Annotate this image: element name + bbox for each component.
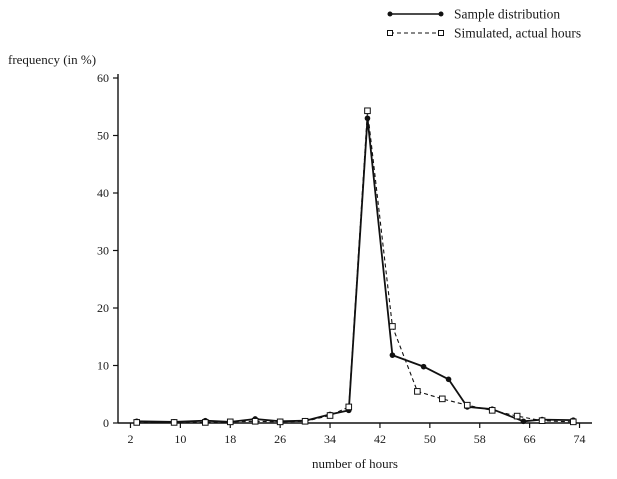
legend-entry-2: Simulated, actual hours — [387, 26, 581, 41]
data-point — [251, 417, 259, 425]
legend-entry-1: Sample distribution — [387, 7, 560, 22]
x-tick-label: 58 — [474, 432, 486, 446]
data-point — [226, 418, 234, 426]
y-tick-label: 50 — [97, 129, 109, 143]
data-point — [538, 417, 546, 424]
data-point — [345, 403, 353, 411]
y-tick-label: 0 — [103, 416, 109, 430]
legend-label: Sample distribution — [454, 7, 560, 22]
series-1 — [133, 115, 577, 425]
x-tick-label: 34 — [324, 432, 336, 446]
y-axis-label: frequency (in %) — [8, 52, 96, 67]
data-point — [513, 412, 521, 420]
data-point — [569, 418, 577, 426]
x-tick-label: 74 — [574, 432, 586, 446]
data-point — [133, 419, 141, 426]
x-tick-label: 42 — [374, 432, 386, 446]
x-tick-label: 66 — [524, 432, 536, 446]
data-point — [439, 395, 446, 403]
y-tick-label: 40 — [97, 186, 109, 200]
x-tick-label: 10 — [174, 432, 186, 446]
y-tick-label: 30 — [97, 244, 109, 258]
data-point — [301, 417, 309, 425]
data-point — [202, 419, 209, 426]
data-point — [414, 388, 421, 395]
data-point — [326, 412, 334, 419]
x-tick-label: 18 — [224, 432, 236, 446]
series-layer — [133, 107, 577, 426]
x-tick-label: 2 — [127, 432, 133, 446]
legend-marker — [387, 30, 393, 36]
y-tick-label: 20 — [97, 301, 109, 315]
series-2 — [133, 107, 577, 426]
data-point — [170, 419, 178, 426]
x-tick-label: 50 — [424, 432, 436, 446]
legend-label: Simulated, actual hours — [454, 26, 581, 41]
x-axis-label: number of hours — [312, 456, 398, 471]
axes: 0 10 20 30 40 50 60 2 10 18 26 34 42 50 58 66 74 — [97, 71, 592, 446]
series-line — [136, 117, 574, 423]
x-tick-label: 26 — [274, 432, 286, 446]
legend: Sample distribution Simulated, actual hou… — [387, 7, 581, 41]
y-tick-label: 10 — [97, 359, 109, 373]
legend-marker — [387, 11, 393, 17]
data-point — [463, 401, 471, 409]
legend-marker — [438, 30, 444, 36]
data-point — [520, 418, 527, 425]
data-point — [420, 363, 427, 370]
data-point — [488, 407, 496, 414]
data-point — [445, 376, 452, 383]
data-point — [364, 107, 371, 115]
data-point — [276, 418, 284, 426]
y-tick-label: 60 — [97, 71, 109, 85]
legend-marker — [438, 11, 444, 17]
data-point — [389, 352, 396, 358]
data-point — [389, 323, 396, 330]
series-line — [136, 110, 574, 423]
